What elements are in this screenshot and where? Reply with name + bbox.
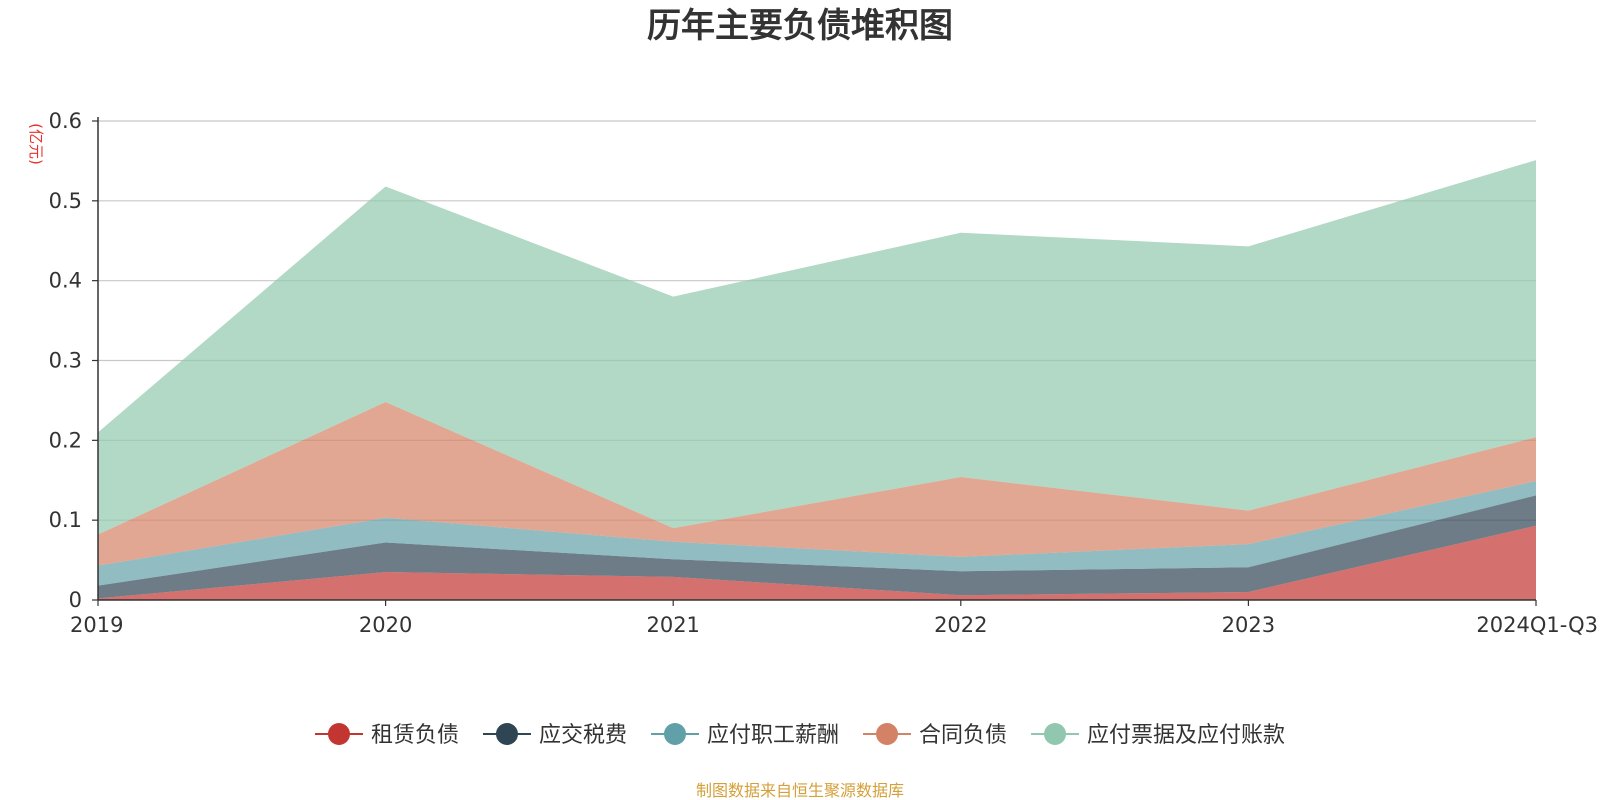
- y-tick-label: 0.5: [49, 189, 82, 213]
- legend-item[interactable]: 应付票据及应付账款: [1031, 723, 1285, 748]
- legend-item[interactable]: 应付职工薪酬: [650, 723, 839, 748]
- area-series-2: [98, 495, 1536, 599]
- chart-title: 历年主要负债堆积图: [647, 6, 953, 46]
- x-tick-label: 2023: [1222, 613, 1275, 637]
- x-tick-label: 2022: [934, 613, 987, 637]
- legend-circle-marker: [876, 723, 899, 745]
- y-tick-label: 0.4: [49, 269, 82, 293]
- legend-label: 合同负债: [919, 723, 1007, 748]
- legend-item[interactable]: 应交税费: [482, 723, 627, 748]
- area-series-5: [98, 160, 1536, 535]
- legend-circle-marker: [495, 723, 518, 745]
- area-series-3: [98, 481, 1536, 586]
- x-tick-label: 2024Q1-Q3: [1476, 613, 1598, 637]
- legend-circle-marker: [327, 723, 350, 745]
- x-tick-label: 2021: [646, 613, 699, 637]
- source-note: 制图数据来自恒生聚源数据库: [696, 781, 904, 800]
- area-series-4: [98, 402, 1536, 566]
- legend-label: 应交税费: [539, 723, 627, 748]
- x-tick-label: 2020: [359, 613, 412, 637]
- y-tick-label: 0.6: [49, 109, 82, 133]
- x-tick-label: 2019: [70, 613, 123, 637]
- legend-label: 应付职工薪酬: [707, 723, 839, 748]
- y-axis-unit-label: (亿元): [27, 123, 45, 165]
- axes: 0 0.1 0.2 0.3 0.4 0.5 0.6 2019 2020 2021 2022 2023 2…: [49, 109, 1598, 637]
- legend-label: 租赁负债: [371, 723, 459, 748]
- legend-item[interactable]: 合同负债: [863, 723, 1007, 748]
- legend-label: 应付票据及应付账款: [1087, 723, 1285, 748]
- area-series-group: [98, 160, 1536, 600]
- legend-circle-marker: [663, 723, 686, 745]
- legend-item[interactable]: 租赁负债: [314, 723, 459, 748]
- area-series-1: [98, 525, 1536, 600]
- y-tick-label: 0: [69, 588, 82, 612]
- y-tick-label: 0.1: [49, 508, 82, 532]
- y-tick-label: 0.3: [49, 349, 82, 373]
- y-tick-label: 0.2: [49, 428, 82, 452]
- legend-circle-marker: [1044, 723, 1067, 745]
- legend[interactable]: 租赁负债 应交税费 应付职工薪酬 合同负债 应付票据及应付账款: [314, 723, 1285, 748]
